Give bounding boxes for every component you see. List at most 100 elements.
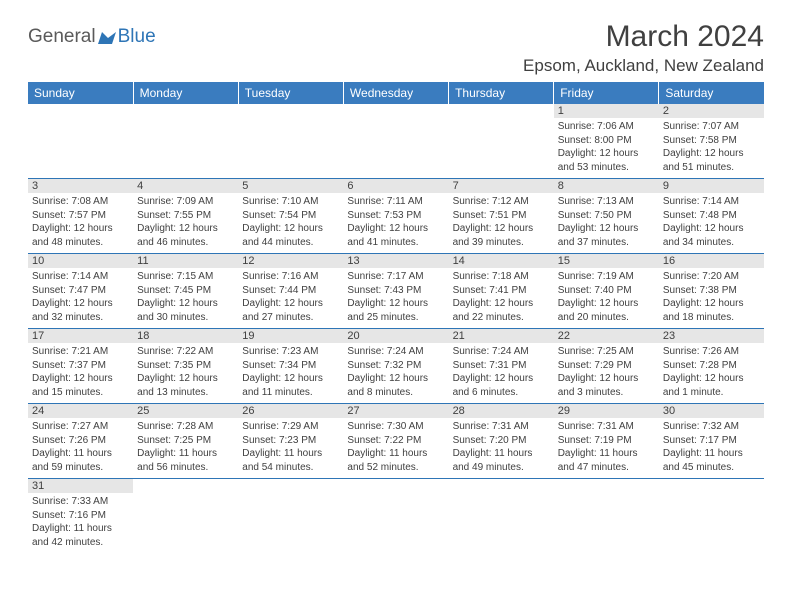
day-data: Sunrise: 7:07 AMSunset: 7:58 PMDaylight:… [659,118,764,178]
calendar-cell: 27Sunrise: 7:30 AMSunset: 7:22 PMDayligh… [343,404,448,479]
day-header: Sunday [28,82,133,104]
day-header-row: SundayMondayTuesdayWednesdayThursdayFrid… [28,82,764,104]
calendar-cell: 8Sunrise: 7:13 AMSunset: 7:50 PMDaylight… [554,179,659,254]
calendar-cell: 14Sunrise: 7:18 AMSunset: 7:41 PMDayligh… [449,254,554,329]
calendar-cell: 4Sunrise: 7:09 AMSunset: 7:55 PMDaylight… [133,179,238,254]
day-data: Sunrise: 7:12 AMSunset: 7:51 PMDaylight:… [449,193,554,253]
calendar-week: 24Sunrise: 7:27 AMSunset: 7:26 PMDayligh… [28,404,764,479]
day-number: 31 [28,479,133,493]
day-number: 2 [659,104,764,118]
day-number: 12 [238,254,343,268]
day-number: 3 [28,179,133,193]
calendar-cell: 24Sunrise: 7:27 AMSunset: 7:26 PMDayligh… [28,404,133,479]
calendar-cell [28,104,133,179]
day-number: 14 [449,254,554,268]
day-number: 26 [238,404,343,418]
calendar-cell: 1Sunrise: 7:06 AMSunset: 8:00 PMDaylight… [554,104,659,179]
day-number: 28 [449,404,554,418]
day-number: 20 [343,329,448,343]
day-data: Sunrise: 7:31 AMSunset: 7:19 PMDaylight:… [554,418,659,478]
day-number: 4 [133,179,238,193]
calendar-body: 1Sunrise: 7:06 AMSunset: 8:00 PMDaylight… [28,104,764,553]
calendar-cell: 20Sunrise: 7:24 AMSunset: 7:32 PMDayligh… [343,329,448,404]
day-number: 1 [554,104,659,118]
day-data: Sunrise: 7:30 AMSunset: 7:22 PMDaylight:… [343,418,448,478]
calendar-cell [449,104,554,179]
day-number: 13 [343,254,448,268]
calendar-week: 1Sunrise: 7:06 AMSunset: 8:00 PMDaylight… [28,104,764,179]
day-data: Sunrise: 7:13 AMSunset: 7:50 PMDaylight:… [554,193,659,253]
calendar-cell: 21Sunrise: 7:24 AMSunset: 7:31 PMDayligh… [449,329,554,404]
day-number: 15 [554,254,659,268]
calendar-cell: 2Sunrise: 7:07 AMSunset: 7:58 PMDaylight… [659,104,764,179]
calendar-cell: 30Sunrise: 7:32 AMSunset: 7:17 PMDayligh… [659,404,764,479]
month-title: March 2024 [523,20,764,54]
calendar-cell: 7Sunrise: 7:12 AMSunset: 7:51 PMDaylight… [449,179,554,254]
calendar-cell: 16Sunrise: 7:20 AMSunset: 7:38 PMDayligh… [659,254,764,329]
day-number: 30 [659,404,764,418]
day-data: Sunrise: 7:06 AMSunset: 8:00 PMDaylight:… [554,118,659,178]
day-data: Sunrise: 7:23 AMSunset: 7:34 PMDaylight:… [238,343,343,403]
logo-text-1: General [28,26,96,48]
day-data: Sunrise: 7:08 AMSunset: 7:57 PMDaylight:… [28,193,133,253]
day-data: Sunrise: 7:21 AMSunset: 7:37 PMDaylight:… [28,343,133,403]
calendar-table: SundayMondayTuesdayWednesdayThursdayFrid… [28,82,764,553]
day-data: Sunrise: 7:24 AMSunset: 7:32 PMDaylight:… [343,343,448,403]
calendar-cell [238,479,343,554]
day-number: 22 [554,329,659,343]
day-header: Tuesday [238,82,343,104]
flag-icon [98,30,116,44]
day-number: 7 [449,179,554,193]
calendar-cell: 3Sunrise: 7:08 AMSunset: 7:57 PMDaylight… [28,179,133,254]
logo-text-2: Blue [118,26,156,48]
day-number: 21 [449,329,554,343]
calendar-cell [133,104,238,179]
day-data: Sunrise: 7:25 AMSunset: 7:29 PMDaylight:… [554,343,659,403]
day-data: Sunrise: 7:33 AMSunset: 7:16 PMDaylight:… [28,493,133,553]
day-data: Sunrise: 7:28 AMSunset: 7:25 PMDaylight:… [133,418,238,478]
day-data: Sunrise: 7:14 AMSunset: 7:48 PMDaylight:… [659,193,764,253]
day-data: Sunrise: 7:15 AMSunset: 7:45 PMDaylight:… [133,268,238,328]
day-data: Sunrise: 7:20 AMSunset: 7:38 PMDaylight:… [659,268,764,328]
day-number: 11 [133,254,238,268]
day-number: 16 [659,254,764,268]
calendar-cell [343,104,448,179]
calendar-cell: 31Sunrise: 7:33 AMSunset: 7:16 PMDayligh… [28,479,133,554]
calendar-cell: 25Sunrise: 7:28 AMSunset: 7:25 PMDayligh… [133,404,238,479]
title-block: March 2024 Epsom, Auckland, New Zealand [523,20,764,76]
day-number: 27 [343,404,448,418]
calendar-cell: 28Sunrise: 7:31 AMSunset: 7:20 PMDayligh… [449,404,554,479]
day-number: 9 [659,179,764,193]
day-data: Sunrise: 7:10 AMSunset: 7:54 PMDaylight:… [238,193,343,253]
calendar-cell: 13Sunrise: 7:17 AMSunset: 7:43 PMDayligh… [343,254,448,329]
day-header: Monday [133,82,238,104]
day-data: Sunrise: 7:17 AMSunset: 7:43 PMDaylight:… [343,268,448,328]
day-number: 23 [659,329,764,343]
calendar-cell [133,479,238,554]
calendar-cell: 12Sunrise: 7:16 AMSunset: 7:44 PMDayligh… [238,254,343,329]
day-number: 29 [554,404,659,418]
calendar-cell: 29Sunrise: 7:31 AMSunset: 7:19 PMDayligh… [554,404,659,479]
day-data: Sunrise: 7:22 AMSunset: 7:35 PMDaylight:… [133,343,238,403]
calendar-cell [238,104,343,179]
calendar-cell: 5Sunrise: 7:10 AMSunset: 7:54 PMDaylight… [238,179,343,254]
day-number: 24 [28,404,133,418]
calendar-week: 17Sunrise: 7:21 AMSunset: 7:37 PMDayligh… [28,329,764,404]
day-number: 25 [133,404,238,418]
calendar-cell: 11Sunrise: 7:15 AMSunset: 7:45 PMDayligh… [133,254,238,329]
day-data: Sunrise: 7:26 AMSunset: 7:28 PMDaylight:… [659,343,764,403]
day-number: 10 [28,254,133,268]
calendar-cell [554,479,659,554]
day-header: Friday [554,82,659,104]
day-data: Sunrise: 7:31 AMSunset: 7:20 PMDaylight:… [449,418,554,478]
day-data: Sunrise: 7:11 AMSunset: 7:53 PMDaylight:… [343,193,448,253]
day-data: Sunrise: 7:27 AMSunset: 7:26 PMDaylight:… [28,418,133,478]
calendar-cell: 26Sunrise: 7:29 AMSunset: 7:23 PMDayligh… [238,404,343,479]
calendar-cell: 15Sunrise: 7:19 AMSunset: 7:40 PMDayligh… [554,254,659,329]
calendar-cell: 10Sunrise: 7:14 AMSunset: 7:47 PMDayligh… [28,254,133,329]
calendar-week: 10Sunrise: 7:14 AMSunset: 7:47 PMDayligh… [28,254,764,329]
day-number: 6 [343,179,448,193]
calendar-cell [343,479,448,554]
day-data: Sunrise: 7:29 AMSunset: 7:23 PMDaylight:… [238,418,343,478]
logo: General Blue [28,26,156,48]
